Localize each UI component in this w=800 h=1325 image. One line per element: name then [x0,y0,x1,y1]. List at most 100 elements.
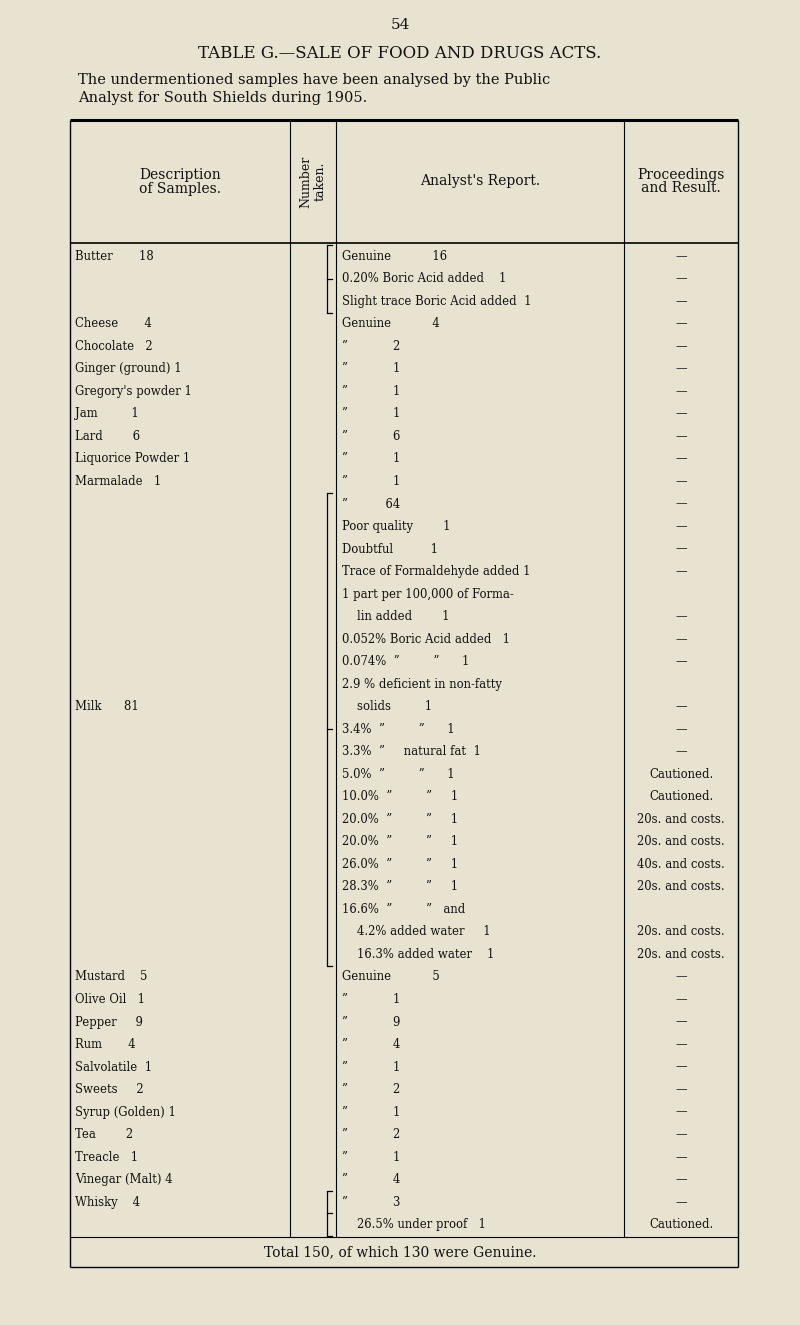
Text: Marmalade   1: Marmalade 1 [75,474,162,488]
Text: Lard        6: Lard 6 [75,429,140,443]
Text: 2.9 % deficient in non-fatty: 2.9 % deficient in non-fatty [342,677,502,690]
Text: 20.0%  ”         ”     1: 20.0% ” ” 1 [342,812,458,825]
Text: Cautioned.: Cautioned. [649,1218,713,1231]
Text: —: — [675,1128,687,1141]
Text: ”            1: ” 1 [342,407,400,420]
Text: ”            2: ” 2 [342,1083,400,1096]
Text: Gregory's powder 1: Gregory's powder 1 [75,384,192,398]
Text: —: — [675,362,687,375]
Text: ”            1: ” 1 [342,1150,400,1163]
Text: Cautioned.: Cautioned. [649,790,713,803]
Text: lin added        1: lin added 1 [342,610,450,623]
Text: Trace of Formaldehyde added 1: Trace of Formaldehyde added 1 [342,564,530,578]
Text: Genuine           5: Genuine 5 [342,970,440,983]
Text: —: — [675,474,687,488]
Text: Jam         1: Jam 1 [75,407,138,420]
Text: —: — [675,452,687,465]
Text: —: — [675,970,687,983]
Text: ”          64: ” 64 [342,497,400,510]
Text: Analyst for South Shields during 1905.: Analyst for South Shields during 1905. [78,91,367,105]
Text: —: — [675,1150,687,1163]
Text: ”            4: ” 4 [342,1173,400,1186]
Text: TABLE G.—SALE OF FOOD AND DRUGS ACTS.: TABLE G.—SALE OF FOOD AND DRUGS ACTS. [198,45,602,61]
Text: 26.0%  ”         ”     1: 26.0% ” ” 1 [342,857,458,871]
Text: solids         1: solids 1 [342,700,432,713]
Text: 5.0%  ”         ”      1: 5.0% ” ” 1 [342,767,454,780]
Text: 1 part per 100,000 of Forma-: 1 part per 100,000 of Forma- [342,587,514,600]
Text: Chocolate   2: Chocolate 2 [75,339,153,352]
Text: Cautioned.: Cautioned. [649,767,713,780]
Text: 20s. and costs.: 20s. and costs. [637,880,725,893]
Text: Slight trace Boric Acid added  1: Slight trace Boric Acid added 1 [342,294,531,307]
Text: Whisky    4: Whisky 4 [75,1195,140,1208]
Text: Doubtful          1: Doubtful 1 [342,542,438,555]
Text: —: — [675,1083,687,1096]
Text: ”            9: ” 9 [342,1015,400,1028]
Text: of Samples.: of Samples. [139,182,221,196]
Text: Butter       18: Butter 18 [75,249,154,262]
Text: —: — [675,1015,687,1028]
Text: —: — [675,294,687,307]
Text: —: — [675,1105,687,1118]
Text: —: — [675,632,687,645]
Text: ”            1: ” 1 [342,452,400,465]
Text: ”            1: ” 1 [342,1105,400,1118]
Text: —: — [675,384,687,398]
Text: —: — [675,992,687,1006]
Text: 20.0%  ”         ”     1: 20.0% ” ” 1 [342,835,458,848]
Text: ”            1: ” 1 [342,992,400,1006]
Text: Rum       4: Rum 4 [75,1037,136,1051]
Text: ”            1: ” 1 [342,1060,400,1073]
Text: Vinegar (Malt) 4: Vinegar (Malt) 4 [75,1173,173,1186]
Text: —: — [675,339,687,352]
Text: ”            4: ” 4 [342,1037,400,1051]
Text: Syrup (Golden) 1: Syrup (Golden) 1 [75,1105,176,1118]
Text: ”            3: ” 3 [342,1195,400,1208]
Text: 40s. and costs.: 40s. and costs. [637,857,725,871]
Text: 20s. and costs.: 20s. and costs. [637,925,725,938]
Text: 4.2% added water     1: 4.2% added water 1 [342,925,490,938]
Text: —: — [675,1037,687,1051]
Text: Poor quality        1: Poor quality 1 [342,519,450,533]
Text: —: — [675,700,687,713]
Text: Cheese       4: Cheese 4 [75,317,152,330]
Text: ”            6: ” 6 [342,429,400,443]
Text: 0.20% Boric Acid added    1: 0.20% Boric Acid added 1 [342,272,506,285]
Text: 26.5% under proof   1: 26.5% under proof 1 [342,1218,486,1231]
Text: Analyst's Report.: Analyst's Report. [420,175,540,188]
Text: —: — [675,655,687,668]
Text: 10.0%  ”         ”     1: 10.0% ” ” 1 [342,790,458,803]
Text: —: — [675,249,687,262]
Text: —: — [675,610,687,623]
Text: Number
taken.: Number taken. [299,155,327,208]
Text: Proceedings: Proceedings [638,167,725,182]
Text: —: — [675,564,687,578]
Text: 0.074%  ”         ”      1: 0.074% ” ” 1 [342,655,470,668]
Text: The undermentioned samples have been analysed by the Public: The undermentioned samples have been ana… [78,73,550,87]
Text: —: — [675,1195,687,1208]
Text: ”            1: ” 1 [342,474,400,488]
Text: Olive Oil   1: Olive Oil 1 [75,992,145,1006]
Text: 54: 54 [390,19,410,32]
Text: —: — [675,317,687,330]
Text: Mustard    5: Mustard 5 [75,970,147,983]
Text: Genuine           16: Genuine 16 [342,249,447,262]
Text: —: — [675,1173,687,1186]
Text: Tea        2: Tea 2 [75,1128,133,1141]
Text: Description: Description [139,167,221,182]
Text: Liquorice Powder 1: Liquorice Powder 1 [75,452,190,465]
Text: ”            2: ” 2 [342,1128,400,1141]
Text: 16.3% added water    1: 16.3% added water 1 [342,947,494,961]
Text: Salvolatile  1: Salvolatile 1 [75,1060,152,1073]
Text: and Result.: and Result. [641,182,721,196]
Text: Treacle   1: Treacle 1 [75,1150,138,1163]
Text: —: — [675,722,687,735]
Text: 3.3%  ”     natural fat  1: 3.3% ” natural fat 1 [342,745,481,758]
Text: ”            1: ” 1 [342,384,400,398]
Text: —: — [675,497,687,510]
Text: —: — [675,429,687,443]
Text: Total 150, of which 130 were Genuine.: Total 150, of which 130 were Genuine. [264,1246,536,1259]
Text: Ginger (ground) 1: Ginger (ground) 1 [75,362,182,375]
Text: 20s. and costs.: 20s. and costs. [637,835,725,848]
Text: —: — [675,542,687,555]
